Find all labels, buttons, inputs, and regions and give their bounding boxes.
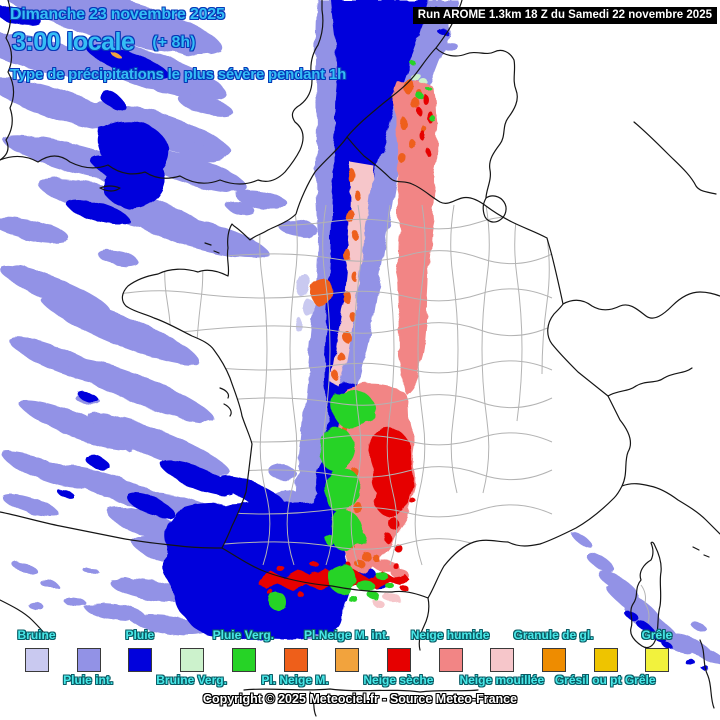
forecast-time-value: 3:00 locale	[12, 28, 135, 56]
copyright-notice: Copyright © 2025 Meteociel.fr - Source M…	[202, 692, 518, 706]
forecast-offset: (+ 8h)	[152, 34, 196, 51]
precip-pluie	[0, 0, 709, 670]
model-run-banner: Run AROME 1.3km 18 Z du Samedi 22 novemb…	[412, 7, 717, 24]
map-subtitle: Type de précipitations le plus sévère pe…	[10, 66, 347, 83]
precipitation-layers	[0, 0, 720, 670]
forecast-time: 3:00 locale (+ 8h)	[12, 28, 195, 57]
precip-pluie-verg	[269, 60, 436, 612]
corsica-department-line	[640, 584, 650, 624]
forecast-date: Dimanche 23 novembre 2025	[10, 6, 225, 23]
